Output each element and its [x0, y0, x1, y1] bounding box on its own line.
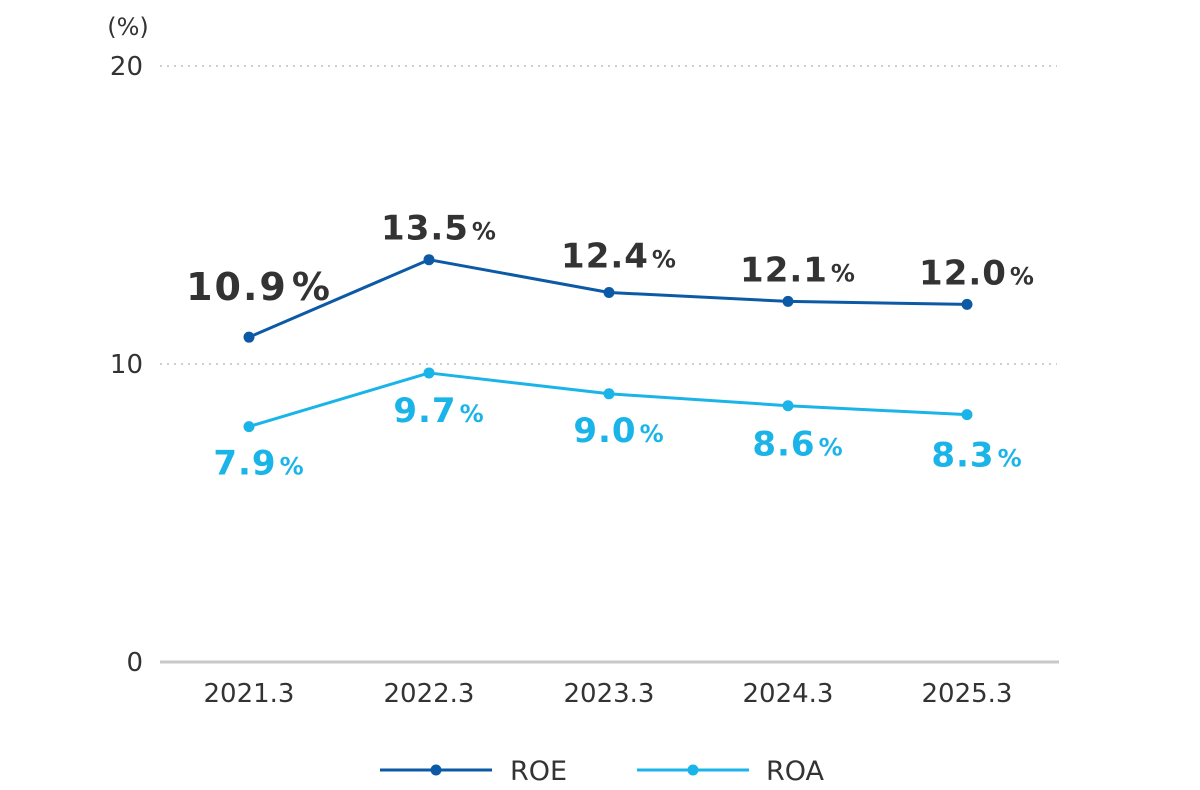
y-tick-label-10: 10: [110, 350, 143, 380]
data-point-roa-2023.3: [603, 388, 615, 400]
y-tick-label-0: 0: [126, 648, 143, 678]
data-label-roa-2024.3: 8.6%: [752, 425, 843, 465]
data-label-roe-2021.3: 10.9%: [186, 265, 332, 309]
data-point-roe-2024.3: [782, 295, 794, 307]
data-point-roa-2024.3: [782, 400, 794, 412]
data-label-roa-2025.3: 8.3%: [931, 436, 1022, 476]
legend-item-roe: ROE: [380, 756, 567, 787]
y-axis-unit-label: (%): [107, 13, 149, 41]
data-label-layer: 10.9 % 13.5 % 12.4% 12.1% 12.0 % 7.9 % 9.7% 9.0% 8.6…: [186, 209, 1035, 484]
data-point-roe-2023.3: [603, 286, 615, 298]
x-tick-label-2024.3: 2024.3: [743, 679, 834, 709]
legend-label-roe: ROE: [510, 756, 567, 787]
data-label-roe-2025.3: 12.0%: [919, 253, 1035, 293]
data-label-roa-2021.3: 7.9%: [213, 444, 304, 484]
legend-item-roa: ROA: [637, 756, 825, 787]
y-tick-label-20: 20: [110, 52, 143, 82]
data-label-roa-2023.3: 9.0%: [573, 411, 664, 451]
x-tick-label-2022.3: 2022.3: [384, 679, 475, 709]
data-label-roe-2023.3: 12.4%: [561, 236, 677, 276]
data-label-roe-2022.3: 13.5%: [381, 209, 497, 249]
data-point-roa-2025.3: [961, 409, 973, 421]
axis-layer: (%) 0 10 20 2021.3 2022.3 2023.3 2024.3 2025.3: [107, 13, 1059, 709]
legend: ROE ROA: [380, 756, 825, 787]
grid-layer: [160, 65, 1057, 365]
x-tick-label-2023.3: 2023.3: [564, 679, 655, 709]
series-layer: [243, 254, 973, 433]
x-tick-label-2025.3: 2025.3: [922, 679, 1013, 709]
legend-swatch-marker-roa: [687, 764, 699, 776]
data-point-roe-2021.3: [243, 331, 255, 343]
data-point-roe-2025.3: [961, 298, 973, 310]
data-label-roa-2022.3: 9.7%: [393, 391, 484, 431]
legend-swatch-marker-roe: [430, 764, 442, 776]
data-point-roa-2022.3: [423, 367, 435, 379]
data-point-roe-2022.3: [423, 254, 435, 266]
data-label-roe-2024.3: 12.1%: [740, 250, 856, 290]
x-tick-label-2021.3: 2021.3: [204, 679, 295, 709]
legend-label-roa: ROA: [766, 756, 825, 787]
data-point-roa-2021.3: [243, 421, 255, 433]
